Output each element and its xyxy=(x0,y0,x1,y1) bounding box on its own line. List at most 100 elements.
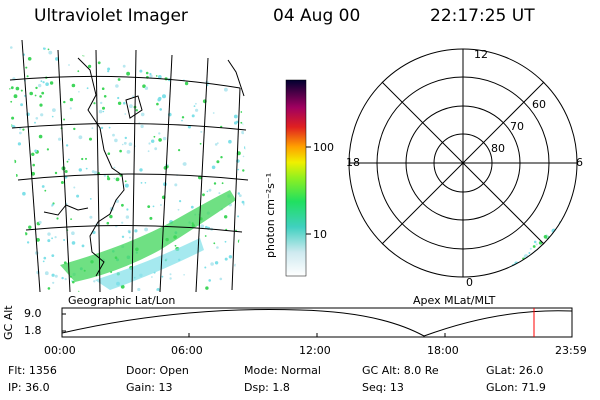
colorbar-tick-label-10: 10 xyxy=(313,228,327,241)
emission-dot xyxy=(45,82,49,86)
emission-dot xyxy=(115,84,119,88)
emission-dot xyxy=(41,185,45,188)
emission-dot xyxy=(56,217,59,220)
coastline xyxy=(43,57,245,277)
emission-dot xyxy=(213,182,217,185)
emission-dot xyxy=(541,249,545,254)
emission-dot xyxy=(212,112,215,114)
emission-dot xyxy=(176,42,179,45)
emission-dot xyxy=(515,275,519,277)
emission-dot xyxy=(24,232,28,236)
emission-dot xyxy=(38,220,42,224)
emission-dot xyxy=(196,44,200,48)
emission-dot xyxy=(46,40,50,43)
emission-dot xyxy=(149,216,153,220)
emission-dot xyxy=(52,281,55,284)
emission-dot xyxy=(10,100,13,103)
emission-dot xyxy=(202,193,205,197)
altitude-curve xyxy=(61,308,573,337)
emission-dot xyxy=(112,133,115,137)
emission-dot xyxy=(126,71,130,76)
emission-dot xyxy=(206,190,209,193)
emission-dot xyxy=(147,205,151,209)
emission-dot xyxy=(113,177,116,180)
emission-dot xyxy=(44,189,47,192)
emission-dot xyxy=(513,267,517,272)
emission-dot xyxy=(224,87,228,92)
aurora-band xyxy=(60,190,236,282)
emission-dot xyxy=(15,86,20,91)
emission-dot xyxy=(213,242,216,245)
emission-dot xyxy=(242,169,245,172)
emission-dot xyxy=(156,60,160,64)
emission-dot xyxy=(86,87,89,90)
emission-dot xyxy=(71,241,76,245)
emission-dot xyxy=(158,132,161,135)
aurora-diffuse-band xyxy=(95,238,204,290)
emission-dot xyxy=(156,288,160,292)
emission-dot xyxy=(54,236,57,239)
emission-dot xyxy=(140,182,143,184)
emission-dot xyxy=(517,264,523,269)
emission-dot xyxy=(214,261,219,265)
emission-dot xyxy=(73,127,76,131)
emission-dot xyxy=(20,89,23,92)
emission-dot xyxy=(239,254,242,257)
emission-dot xyxy=(224,215,228,219)
emission-dot xyxy=(220,156,223,159)
emission-dot xyxy=(51,115,54,118)
altitude-plot-frame xyxy=(61,307,573,338)
altitude-ytick-high: 9.0 xyxy=(24,307,42,320)
time-tick-0000: 00:00 xyxy=(44,344,76,357)
emission-dot xyxy=(179,200,182,203)
emission-dot xyxy=(125,52,128,55)
emission-dot xyxy=(183,274,185,276)
emission-dot xyxy=(107,70,110,73)
time-tick-0600: 06:00 xyxy=(171,344,203,357)
emission-dot xyxy=(560,224,564,228)
emission-dot xyxy=(244,45,248,50)
emission-dot xyxy=(238,194,242,198)
emission-dot xyxy=(177,208,180,211)
emission-dot xyxy=(164,57,168,61)
emission-dot xyxy=(204,235,207,237)
emission-dot xyxy=(10,46,13,49)
emission-dot xyxy=(17,142,21,146)
instrument-title: Ultraviolet Imager xyxy=(34,6,188,26)
polar-projection-label: Apex MLat/MLT xyxy=(413,294,496,307)
emission-dot xyxy=(108,126,111,129)
emission-dot xyxy=(532,245,536,248)
emission-dot xyxy=(35,117,39,120)
emission-dot xyxy=(567,230,572,235)
geographic-longitude: GLon: 71.9 xyxy=(486,381,546,394)
emission-dot xyxy=(567,221,572,226)
emission-dot xyxy=(560,222,564,225)
emission-dot xyxy=(32,163,35,167)
emission-dot xyxy=(114,138,118,143)
emission-dot xyxy=(241,200,245,204)
gc-altitude-value: GC Alt: 8.0 Re xyxy=(362,364,439,377)
emission-dot xyxy=(117,96,120,100)
colorbar-gradient xyxy=(285,79,307,277)
emission-dot xyxy=(129,236,131,239)
emission-dot xyxy=(535,243,538,246)
emission-dot xyxy=(211,165,216,170)
emission-dot xyxy=(89,198,92,200)
emission-dot xyxy=(107,177,111,181)
emission-dot xyxy=(97,61,101,65)
emission-dot xyxy=(237,168,240,171)
emission-dot xyxy=(182,162,187,166)
emission-dot xyxy=(515,269,518,273)
emission-dot xyxy=(246,94,248,97)
emission-dot xyxy=(237,215,240,218)
emission-dot xyxy=(49,81,54,85)
emission-dot xyxy=(123,141,127,145)
emission-dot xyxy=(117,101,122,106)
emission-dot xyxy=(51,237,53,240)
emission-dot xyxy=(69,107,72,110)
emission-dot xyxy=(154,147,158,151)
emission-dot xyxy=(167,40,170,42)
emission-dot xyxy=(25,66,28,69)
emission-dot xyxy=(73,186,76,189)
